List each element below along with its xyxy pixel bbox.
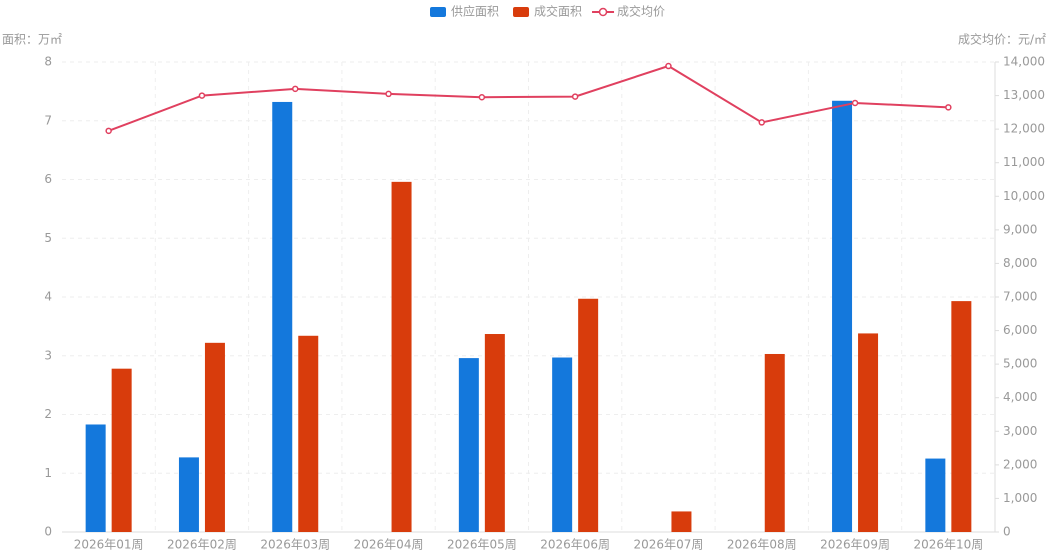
bar [272, 101, 293, 532]
y2-tick-label: 6,000 [1003, 323, 1037, 337]
y2-tick-label: 1,000 [1003, 491, 1037, 505]
y-axis-title: 面积：万㎡ [2, 33, 62, 47]
y2-tick-label: 12,000 [1003, 122, 1045, 136]
x-tick-label: 2026年04周 [354, 538, 424, 552]
x-tick-label: 2026年09周 [820, 538, 890, 552]
line-point [292, 85, 299, 93]
bar [925, 458, 946, 532]
y2-tick-label: 13,000 [1003, 88, 1045, 102]
legend-swatch [513, 7, 530, 17]
bar [85, 424, 106, 532]
y2-tick-label: 4,000 [1003, 390, 1037, 404]
bar [111, 368, 132, 532]
x-tick-label: 2026年02周 [167, 538, 237, 552]
bar [484, 334, 505, 532]
line-point [385, 90, 392, 98]
legend-label[interactable]: 成交面积 [534, 4, 582, 19]
line-point [105, 127, 112, 135]
y-tick-label: 2 [44, 407, 52, 421]
bar [178, 457, 199, 532]
y2-tick-label: 3,000 [1003, 424, 1037, 438]
bar [552, 357, 573, 532]
y-tick-label: 6 [44, 172, 52, 186]
y2-tick-label: 11,000 [1003, 155, 1045, 169]
bar [204, 342, 225, 532]
y2-tick-label: 8,000 [1003, 256, 1037, 270]
legend-swatch [598, 7, 608, 17]
legend-label[interactable]: 供应面积 [451, 4, 499, 19]
y2-tick-label: 2,000 [1003, 457, 1037, 471]
legend-swatch [430, 7, 446, 17]
y2-tick-label: 0 [1003, 525, 1011, 539]
line-point [198, 92, 206, 99]
line-point [478, 94, 486, 101]
bar [858, 333, 879, 532]
bar [391, 181, 412, 532]
bar [951, 301, 972, 532]
y2-tick-label: 14,000 [1003, 55, 1045, 69]
line-point [665, 62, 672, 70]
y2-tick-label: 9,000 [1003, 222, 1037, 236]
legend-label[interactable]: 成交均价 [617, 4, 665, 19]
y-tick-label: 5 [44, 231, 52, 245]
y-tick-label: 1 [44, 466, 52, 480]
x-tick-label: 2026年07周 [634, 538, 704, 552]
bar [458, 358, 479, 532]
bar [832, 100, 853, 533]
y-tick-label: 0 [44, 525, 52, 539]
x-tick-label: 2026年01周 [74, 538, 144, 552]
x-tick-label: 2026年08周 [727, 538, 797, 552]
x-tick-label: 2026年10周 [913, 538, 983, 552]
bar [578, 298, 599, 532]
y2-tick-label: 7,000 [1003, 290, 1037, 304]
y2-tick-label: 10,000 [1003, 189, 1045, 203]
x-tick-label: 2026年03周 [260, 538, 330, 552]
line-point [945, 104, 952, 111]
x-tick-label: 2026年05周 [447, 538, 517, 552]
line-point [758, 119, 765, 126]
line-point [571, 93, 579, 100]
x-tick-label: 2026年06周 [540, 538, 610, 552]
line-point [851, 99, 859, 107]
bar [671, 511, 692, 532]
y-tick-label: 8 [44, 55, 52, 69]
y-tick-label: 7 [44, 113, 52, 127]
y-tick-label: 4 [44, 290, 52, 304]
y2-axis-title: 成交均价：元/㎡ [958, 32, 1046, 47]
line [108, 64, 949, 132]
bar [298, 335, 319, 532]
bar [764, 353, 785, 532]
y-tick-label: 3 [44, 348, 52, 362]
y2-tick-label: 5,000 [1003, 357, 1037, 371]
